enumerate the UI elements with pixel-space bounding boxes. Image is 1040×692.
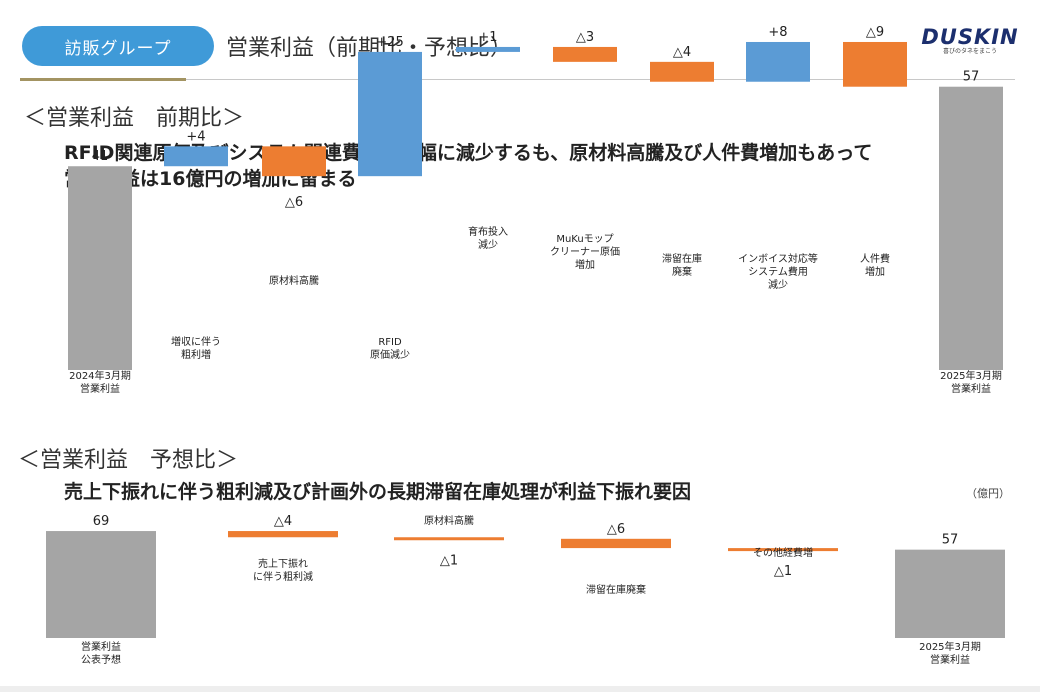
category-label-1-9-2: 増加 [865,265,885,278]
category-label-1-8-1: インボイス対応等 [738,252,818,265]
category-label-2-4-1: 滞留在庫廃棄 [586,583,646,596]
bar-1-7 [650,61,714,82]
section2-heading: ＜営業利益 予想比＞ [18,448,239,473]
logo-tagline: 喜びのタネをまこう [942,48,997,55]
category-label-1-8-3: 減少 [768,278,788,291]
bar-1-10 [939,86,1003,371]
category-label-1-9-1: 人件費 [860,252,890,265]
bar-1-4 [358,51,422,177]
category-label-1-10-2: 営業利益 [951,382,991,395]
value-label-2-6: 57 [942,533,959,548]
value-label-1-5: +1 [478,30,497,45]
category-label-2-1-2: 公表予想 [81,653,121,666]
category-label-1-5-2: 減少 [478,238,498,251]
category-label-2-6-1: 2025年3月期 [919,640,981,653]
value-label-2-2: △4 [274,514,292,529]
footer-band [0,686,1040,692]
value-label-2-5: △1 [774,564,792,579]
bar-1-9 [843,41,907,87]
category-label-1-7-2: 廃棄 [672,265,692,278]
category-label-2-3-1: 原材料高騰 [424,514,474,527]
bar-2-2 [228,531,338,538]
waterfall-chart-2: 69営業利益公表予想△4売上下振れに伴う粗利減△1原材料高騰△6滞留在庫廃棄△1… [46,514,1005,666]
section2-headline: 売上下振れに伴う粗利減及び計画外の長期滞留在庫処理が利益下振れ要因 [64,481,692,503]
bar-2-6 [895,549,1005,638]
value-label-1-8: +8 [768,25,787,40]
value-label-1-10: 57 [963,70,980,85]
category-label-1-8-2: システム費用 [748,265,808,278]
header-accent-rule [20,78,186,81]
bar-1-3 [262,146,326,177]
category-label-1-3-1: 原材料高騰 [269,274,319,287]
category-label-2-2-1: 売上下振れ [258,557,308,570]
category-label-1-2-2: 粗利増 [181,348,211,361]
value-label-1-7: △4 [673,45,691,60]
bar-2-5 [728,548,838,552]
value-label-2-3: △1 [440,553,458,568]
group-label-badge: 訪販グループ [22,26,214,66]
value-label-2-1: 69 [93,514,110,529]
section2-unit: （億円） [966,487,1010,500]
header-divider [20,79,1015,80]
category-label-1-1-1: 2024年3月期 [69,369,131,382]
value-label-2-4: △6 [607,522,625,537]
value-label-1-6: △3 [576,30,594,45]
value-label-1-3: △6 [285,195,303,210]
category-label-2-2-2: に伴う粗利減 [253,570,313,583]
category-label-2-6-2: 営業利益 [930,653,970,666]
section1-heading: ＜営業利益 前期比＞ [24,106,245,131]
category-label-1-6-3: 増加 [575,258,595,271]
category-label-1-4-2: 原価減少 [370,348,410,361]
bar-1-8 [746,41,810,82]
value-label-1-1: 41 [92,149,109,164]
category-label-1-2-1: 増収に伴う [171,335,221,348]
bar-1-2 [164,146,228,167]
duskin-logo: DUSKIN 喜びのタネをまこう [918,26,1022,60]
category-label-1-4-1: RFID [378,337,402,348]
bar-1-5 [456,46,520,52]
category-label-1-10-1: 2025年3月期 [940,369,1002,382]
waterfall-chart-1: 412024年3月期営業利益+4増収に伴う粗利増△6原材料高騰+25RFID原価… [68,25,1003,395]
category-label-2-1-1: 営業利益 [81,640,121,653]
category-label-1-1-2: 営業利益 [80,382,120,395]
value-label-1-4: +25 [376,35,403,50]
value-label-1-2: +4 [186,129,205,144]
category-label-1-7-1: 滞留在庫 [662,252,702,265]
category-label-1-6-2: クリーナー原価 [550,245,620,258]
bar-1-1 [68,166,132,370]
category-label-2-5-1: その他経費増 [753,546,813,559]
category-label-1-6-1: MuKuモップ [556,233,613,245]
bar-2-1 [46,531,156,638]
bar-2-3 [394,537,504,541]
category-label-1-5-1: 育布投入 [468,225,508,238]
value-label-1-9: △9 [866,25,884,40]
bar-1-6 [553,46,617,62]
logo-wordmark: DUSKIN [921,25,1019,49]
bar-2-4 [561,538,671,549]
